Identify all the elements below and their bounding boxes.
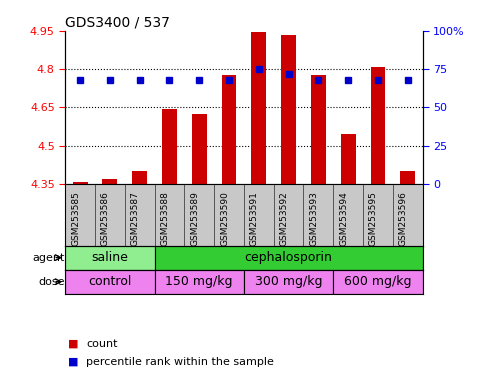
Text: count: count [86,339,117,349]
Bar [65,245,155,270]
Bar [102,179,117,184]
Text: 150 mg/kg: 150 mg/kg [166,275,233,288]
Text: GSM253585: GSM253585 [71,192,80,247]
Text: ■: ■ [68,339,78,349]
Text: GSM253590: GSM253590 [220,192,229,247]
Bar [132,171,147,184]
Text: GSM253592: GSM253592 [280,192,289,246]
Bar [162,109,177,184]
Bar [65,270,155,294]
Bar [155,245,423,270]
Bar [400,171,415,184]
Text: control: control [88,275,131,288]
Text: GSM253589: GSM253589 [190,192,199,247]
Bar [333,270,423,294]
Text: ■: ■ [68,357,78,367]
Text: GSM253587: GSM253587 [131,192,140,247]
Bar [341,134,355,184]
Text: GSM253586: GSM253586 [101,192,110,247]
Bar [370,66,385,184]
Text: cephalosporin: cephalosporin [245,251,332,264]
Text: GSM253595: GSM253595 [369,192,378,247]
Text: GDS3400 / 537: GDS3400 / 537 [65,16,170,30]
Text: saline: saline [91,251,128,264]
Text: 600 mg/kg: 600 mg/kg [344,275,412,288]
Text: GSM253594: GSM253594 [339,192,348,246]
Bar [251,32,266,184]
Bar [192,114,207,184]
Text: percentile rank within the sample: percentile rank within the sample [86,357,274,367]
Text: GSM253591: GSM253591 [250,192,259,247]
Text: agent: agent [33,253,65,263]
Text: dose: dose [39,277,65,287]
Text: GSM253596: GSM253596 [399,192,408,247]
Bar [222,76,237,184]
Text: GSM253588: GSM253588 [160,192,170,247]
Bar [155,270,244,294]
Bar [281,35,296,184]
Text: GSM253593: GSM253593 [310,192,318,247]
Bar [72,182,87,184]
Bar [244,270,333,294]
Text: 300 mg/kg: 300 mg/kg [255,275,322,288]
Bar [311,76,326,184]
